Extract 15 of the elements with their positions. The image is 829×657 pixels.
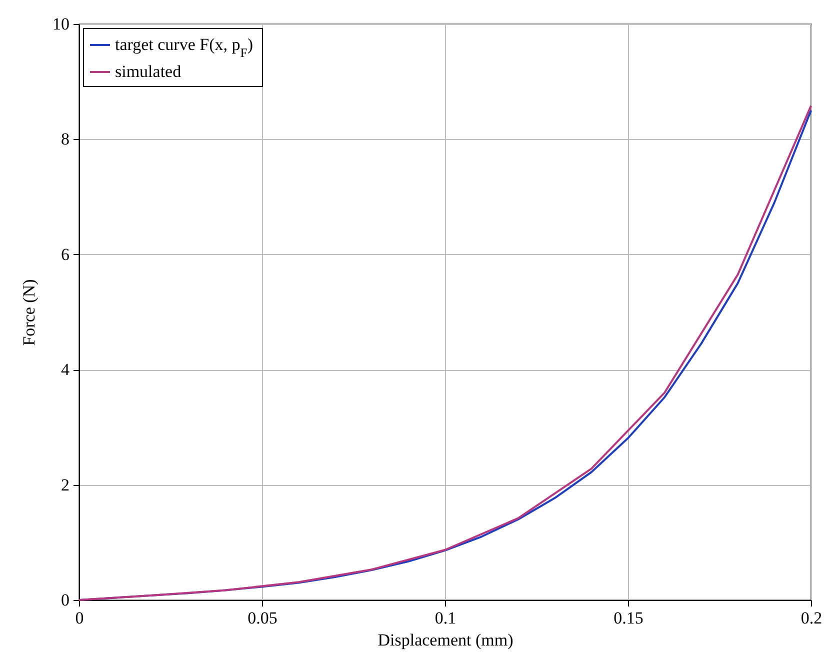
x-tick-label: 0.2 (800, 608, 822, 628)
y-tick-label: 6 (61, 244, 70, 264)
x-axis-title: Displacement (mm) (378, 630, 514, 650)
x-tick-label: 0.05 (248, 608, 278, 628)
legend-label: simulated (115, 62, 182, 81)
legend-label: target curve F(x, p$_{F}$) (115, 35, 254, 60)
y-tick-label: 4 (61, 360, 70, 380)
x-tick-label: 0.15 (614, 608, 644, 628)
y-tick-label: 2 (61, 475, 70, 494)
y-axis-title: Force (N) (20, 279, 38, 346)
y-tick-label: 0 (61, 590, 70, 610)
y-tick-label: 8 (61, 130, 70, 149)
y-tick-label: 10 (52, 14, 70, 34)
x-tick-label: 0.1 (434, 608, 456, 628)
x-tick-label: 0 (75, 608, 84, 628)
